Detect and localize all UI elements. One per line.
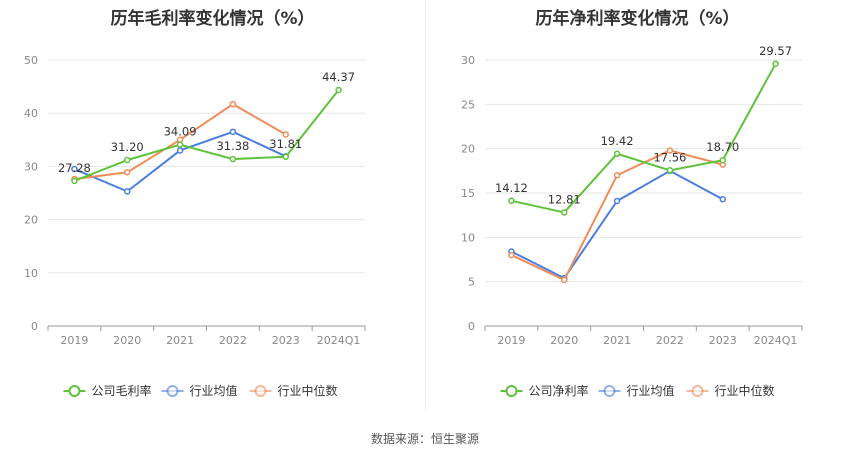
data-point <box>124 156 131 164</box>
data-point <box>176 141 184 148</box>
y-tick-label: 25 <box>461 98 475 111</box>
data-label: 44.37 <box>322 70 355 84</box>
data-label: 29.57 <box>759 44 792 58</box>
series-line <box>510 169 724 280</box>
y-tick-label: 0 <box>31 320 38 333</box>
x-tick-label: 2023 <box>709 334 737 347</box>
data-point <box>229 100 237 108</box>
y-tick-label: 5 <box>468 276 475 289</box>
x-tick-label: 2020 <box>113 334 141 347</box>
data-point <box>666 147 674 154</box>
panel-divider <box>425 0 426 410</box>
chart-title: 历年净利率变化情况（%） <box>535 9 740 29</box>
series-line <box>510 149 724 282</box>
data-label: 14.12 <box>495 181 528 195</box>
legend-item: 行业中位数 <box>686 383 775 398</box>
gross-margin-chart: 历年毛利率变化情况（%） 0 10 20 30 40 50 2019 2020 2021 2022… <box>0 0 425 420</box>
x-tick-label: 2024Q1 <box>317 334 361 347</box>
data-label: 31.20 <box>111 140 144 154</box>
legend-marker <box>505 385 518 397</box>
y-tick-label: 10 <box>24 267 38 280</box>
series-line <box>74 89 340 182</box>
data-point <box>282 131 289 138</box>
y-tick-label: 0 <box>468 320 475 333</box>
legend-item: 公司毛利率 <box>63 383 152 398</box>
legend-item: 行业均值 <box>598 383 675 398</box>
data-point <box>613 172 621 179</box>
data-source: 数据来源：恒生聚源 <box>370 432 479 446</box>
y-tick-label: 50 <box>24 54 38 67</box>
legend-label: 行业中位数 <box>278 383 338 398</box>
data-point <box>124 169 131 176</box>
y-tick-label: 20 <box>24 214 38 227</box>
data-label: 31.81 <box>269 137 302 151</box>
data-point <box>772 60 779 68</box>
x-tick-label: 2020 <box>550 334 578 347</box>
legend-label: 公司净利率 <box>529 383 589 398</box>
x-tick-label: 2024Q1 <box>754 334 798 347</box>
data-point <box>561 209 568 216</box>
x-tick-label: 2021 <box>166 334 194 347</box>
data-point <box>613 150 621 158</box>
data-label: 27.28 <box>58 161 91 175</box>
legend-label: 行业均值 <box>190 383 238 398</box>
data-point <box>335 86 342 94</box>
x-tick-label: 2019 <box>497 334 525 347</box>
x-tick-label: 2019 <box>60 334 88 347</box>
data-point <box>561 276 568 284</box>
legend-marker <box>691 385 704 397</box>
y-tick-label: 15 <box>461 187 475 200</box>
legend-item: 行业中位数 <box>249 383 338 398</box>
data-label: 17.56 <box>653 150 686 164</box>
data-point <box>71 165 78 173</box>
data-label: 19.42 <box>601 134 634 148</box>
data-point <box>613 197 621 205</box>
data-point <box>508 197 515 205</box>
data-point <box>124 188 131 195</box>
gross-margin-plot: 0 10 20 30 40 50 2019 2020 2021 2022 2023 2024Q1 27.… <box>24 54 366 398</box>
legend-label: 行业中位数 <box>715 383 775 398</box>
legend-item: 公司净利率 <box>500 383 589 398</box>
x-tick-label: 2023 <box>272 334 300 347</box>
series-line <box>511 63 777 214</box>
x-tick-label: 2022 <box>219 334 247 347</box>
data-point <box>229 128 237 136</box>
legend-marker <box>254 385 267 397</box>
y-tick-label: 30 <box>24 160 38 173</box>
legend-item: 行业均值 <box>161 383 238 398</box>
legend-marker <box>68 385 81 397</box>
legend-label: 行业均值 <box>627 383 675 398</box>
data-point <box>176 147 184 154</box>
y-tick-label: 20 <box>461 143 475 156</box>
data-point <box>666 167 674 174</box>
data-label: 34.09 <box>164 125 197 139</box>
data-label: 31.38 <box>216 139 249 153</box>
data-point <box>71 177 78 185</box>
chart-title: 历年毛利率变化情况（%） <box>110 9 315 29</box>
data-point <box>508 251 515 259</box>
x-tick-label: 2021 <box>603 334 631 347</box>
legend-marker <box>603 385 616 397</box>
legend-label: 公司毛利率 <box>92 383 152 398</box>
data-point <box>282 153 289 161</box>
x-tick-label: 2022 <box>656 334 684 347</box>
y-tick-label: 40 <box>24 107 38 120</box>
y-tick-label: 30 <box>461 54 475 67</box>
data-label: 18.70 <box>706 140 739 154</box>
data-point <box>719 195 726 203</box>
legend-marker <box>166 385 179 397</box>
y-tick-label: 10 <box>461 231 475 244</box>
data-point <box>719 156 726 164</box>
data-label: 12.81 <box>548 192 581 206</box>
data-point <box>229 155 237 163</box>
net-margin-plot: 0 5 10 15 20 25 30 2019 2020 2021 2022 2023 2024Q1 14… <box>461 44 803 398</box>
net-margin-chart: 历年净利率变化情况（%） 0 5 10 15 20 25 30 2019 2020 2021 202… <box>425 0 850 420</box>
